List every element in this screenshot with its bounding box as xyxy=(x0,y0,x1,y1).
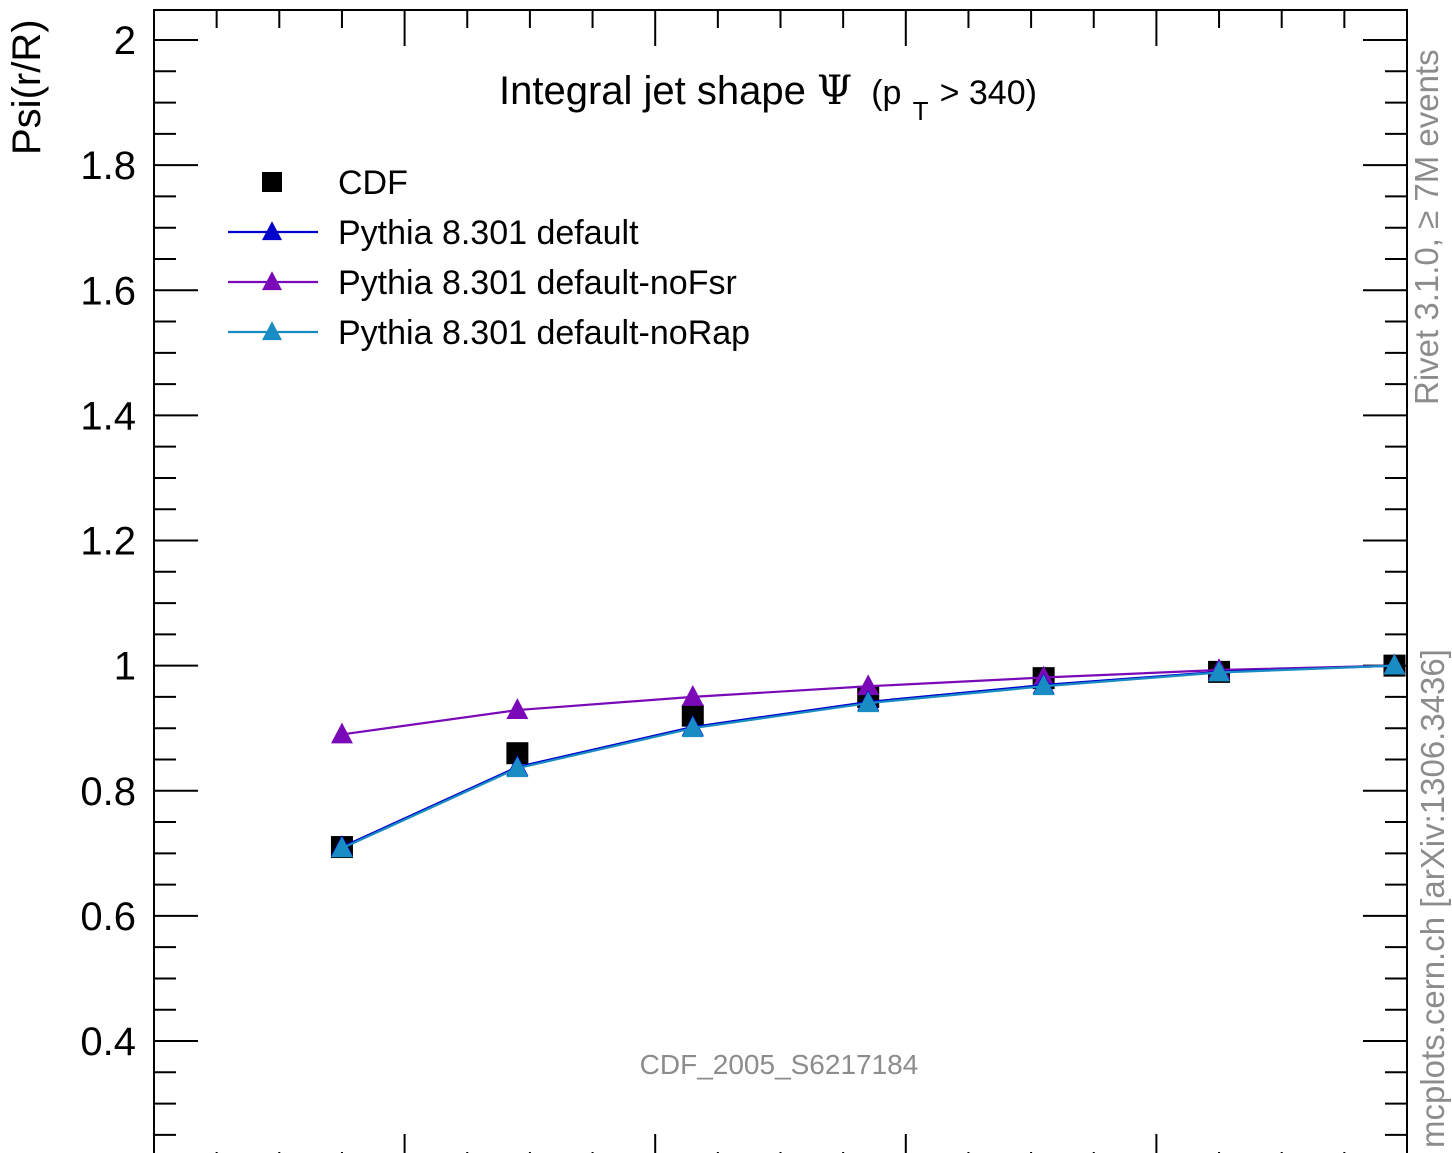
chart-title-paren-open: (p xyxy=(871,74,901,112)
legend-label: Pythia 8.301 default-noRap xyxy=(338,314,750,352)
y-tick-label: 2 xyxy=(114,19,136,63)
data-point-square xyxy=(506,742,529,765)
data-point-triangle xyxy=(506,698,529,719)
analysis-id-label: CDF_2005_S6217184 xyxy=(640,1049,919,1080)
data-point-triangle xyxy=(330,722,353,744)
chart-title-symbol: Ψ xyxy=(817,68,852,114)
rivet-label: Rivet 3.1.0, ≥ 7M events xyxy=(1408,49,1445,405)
legend-entry: Pythia 8.301 default xyxy=(228,214,639,252)
y-tick-label: 1.6 xyxy=(80,269,136,313)
legend-label: Pythia 8.301 default xyxy=(338,214,639,252)
y-tick-label: 0.4 xyxy=(80,1020,136,1064)
chart-title: Integral jet shape Ψ (p T > 340) xyxy=(499,68,1037,129)
data-point-triangle xyxy=(681,716,704,738)
legend-entry: Pythia 8.301 default-noFsr xyxy=(228,264,737,302)
x-axis-ticks xyxy=(215,10,1346,1153)
series-layer xyxy=(330,653,1406,859)
chart-title-main: Integral jet shape xyxy=(499,69,806,113)
y-tick-label: 1 xyxy=(114,645,136,689)
y-tick-label: 0.8 xyxy=(80,770,136,814)
legend-entry: CDF xyxy=(262,164,408,202)
y-tick-label: 1.8 xyxy=(80,144,136,188)
y-axis-ticks: 0.4 0.6 0.8 1 1.2 1.4 1.6 1.8 2 xyxy=(80,19,1407,1136)
legend: CDF Pythia 8.301 default Pythia 8.301 defa… xyxy=(228,164,750,352)
legend-marker-triangle xyxy=(262,221,282,241)
legend-marker-square xyxy=(262,172,282,192)
y-axis-label: Psi(r/R) xyxy=(5,19,49,155)
y-tick-label: 0.6 xyxy=(80,895,136,939)
data-point-triangle xyxy=(681,685,704,706)
chart-title-paren-rest: > 340) xyxy=(940,74,1037,112)
data-point-triangle xyxy=(330,836,353,858)
chart-title-subscript: T xyxy=(913,96,929,126)
mcplots-label: mcplots.cern.ch [arXiv:1306.3436] xyxy=(1414,649,1451,1148)
data-point-triangle xyxy=(857,674,880,696)
legend-label: CDF xyxy=(338,164,408,202)
data-point-triangle xyxy=(506,756,529,778)
legend-entry: Pythia 8.301 default-noRap xyxy=(228,314,750,352)
y-tick-label: 1.2 xyxy=(80,520,136,564)
legend-marker-triangle xyxy=(262,321,282,341)
data-point-triangle xyxy=(1383,653,1406,675)
series-3 xyxy=(330,653,1406,858)
y-tick-label: 1.4 xyxy=(80,394,136,438)
legend-marker-triangle xyxy=(262,271,282,291)
data-point-triangle xyxy=(1208,660,1231,682)
data-point-triangle xyxy=(857,691,880,713)
data-point-triangle xyxy=(1032,674,1055,696)
legend-label: Pythia 8.301 default-noFsr xyxy=(338,264,737,302)
